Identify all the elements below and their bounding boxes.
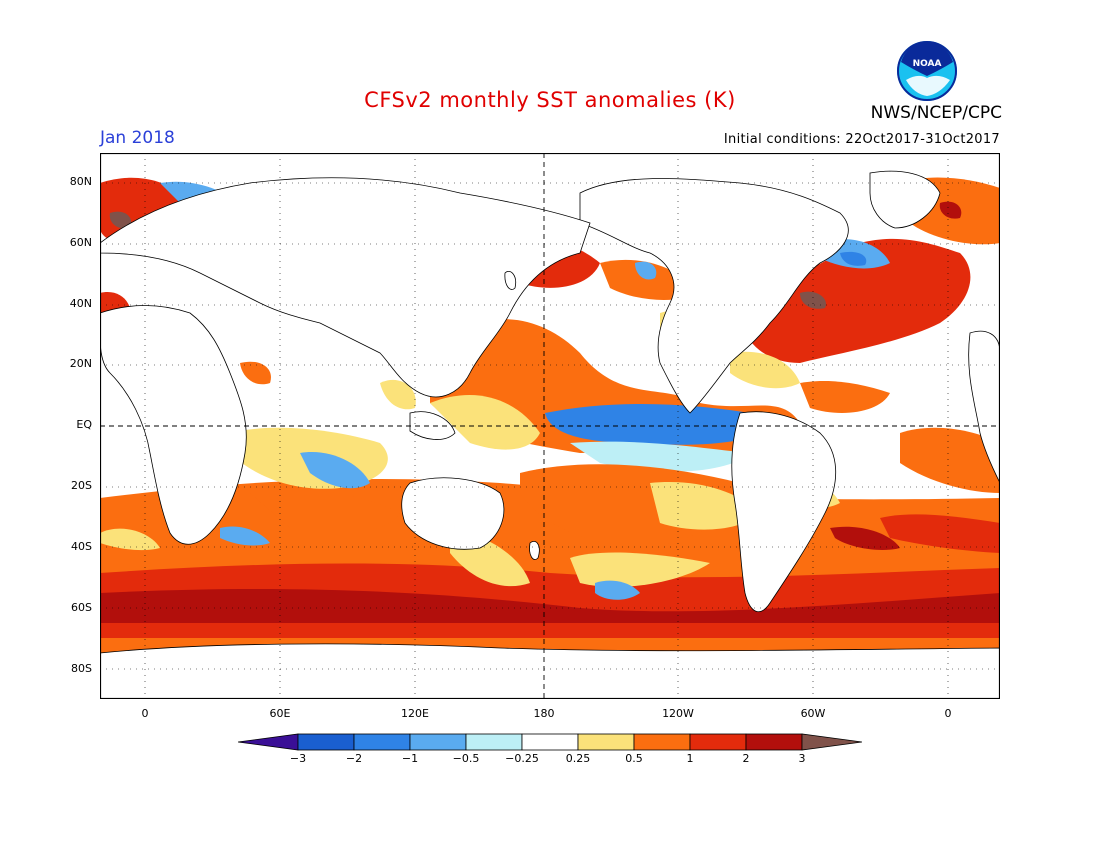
graticule — [100, 153, 1000, 699]
maritime-continent — [409, 411, 456, 440]
south-america — [731, 411, 837, 613]
lon-label: 120W — [662, 707, 694, 720]
initial-conditions: Initial conditions: 22Oct2017-31Oct2017 — [723, 132, 1000, 147]
colorbar-swatch — [745, 733, 803, 751]
equator-dateline — [100, 153, 1000, 699]
colorbar-swatch — [633, 733, 691, 751]
new-zealand — [529, 541, 540, 560]
colorbar — [238, 733, 862, 751]
lat-label: EQ — [76, 418, 92, 431]
lon-label: 0 — [944, 707, 952, 720]
north-america — [579, 178, 849, 414]
colorbar-swatch — [465, 733, 523, 751]
japan — [504, 271, 517, 290]
colorbar-tick-label: 0.5 — [625, 752, 643, 765]
lon-label: 180 — [533, 707, 555, 720]
lon-label: 120E — [401, 707, 429, 720]
lat-label: 80S — [71, 662, 92, 675]
lon-label: 0 — [141, 707, 149, 720]
colorbar-swatch — [801, 733, 862, 751]
australia — [401, 477, 505, 550]
greenland — [869, 170, 941, 229]
noaa-logo: NOAA — [897, 41, 957, 101]
lat-label: 60S — [71, 601, 92, 614]
map-title: CFSv2 monthly SST anomalies (K) — [364, 88, 736, 112]
lat-label: 40S — [71, 540, 92, 553]
sst-anomaly-map — [100, 153, 1000, 699]
colorbar-swatch — [409, 733, 467, 751]
europe-asia — [100, 177, 591, 398]
antarctica — [100, 643, 1000, 699]
lat-label: 20N — [69, 357, 92, 370]
colorbar-tick-label: −0.5 — [452, 752, 480, 765]
svg-text:NOAA: NOAA — [913, 59, 942, 69]
colorbar-tick-label: 3 — [798, 752, 806, 765]
colorbar-tick-label: −3 — [289, 752, 307, 765]
colorbar-swatch — [353, 733, 411, 751]
map-frame — [100, 153, 1000, 699]
colorbar-swatch — [577, 733, 635, 751]
forecast-month: Jan 2018 — [100, 128, 175, 148]
lat-label: 60N — [69, 236, 92, 249]
colorbar-swatch — [297, 733, 355, 751]
colorbar-tick-label: 2 — [742, 752, 750, 765]
colorbar-tick-label: −0.25 — [505, 752, 539, 765]
colorbar-tick-label: −2 — [345, 752, 363, 765]
africa-east — [968, 330, 1000, 484]
indian-ocean-anomalies — [230, 361, 416, 533]
lon-label: 60E — [269, 707, 291, 720]
colorbar-swatch — [689, 733, 747, 751]
landmasses — [100, 170, 1000, 699]
organization-label: NWS/NCEP/CPC — [870, 103, 1002, 123]
lat-label: 20S — [71, 479, 92, 492]
colorbar-tick-label: 0.25 — [565, 752, 591, 765]
colorbar-tick-label: −1 — [401, 752, 419, 765]
lat-label: 40N — [69, 297, 92, 310]
colorbar-swatch — [238, 733, 299, 751]
colorbar-swatch — [521, 733, 579, 751]
lat-label: 80N — [69, 175, 92, 188]
lon-label: 60W — [800, 707, 826, 720]
colorbar-tick-label: 1 — [686, 752, 694, 765]
